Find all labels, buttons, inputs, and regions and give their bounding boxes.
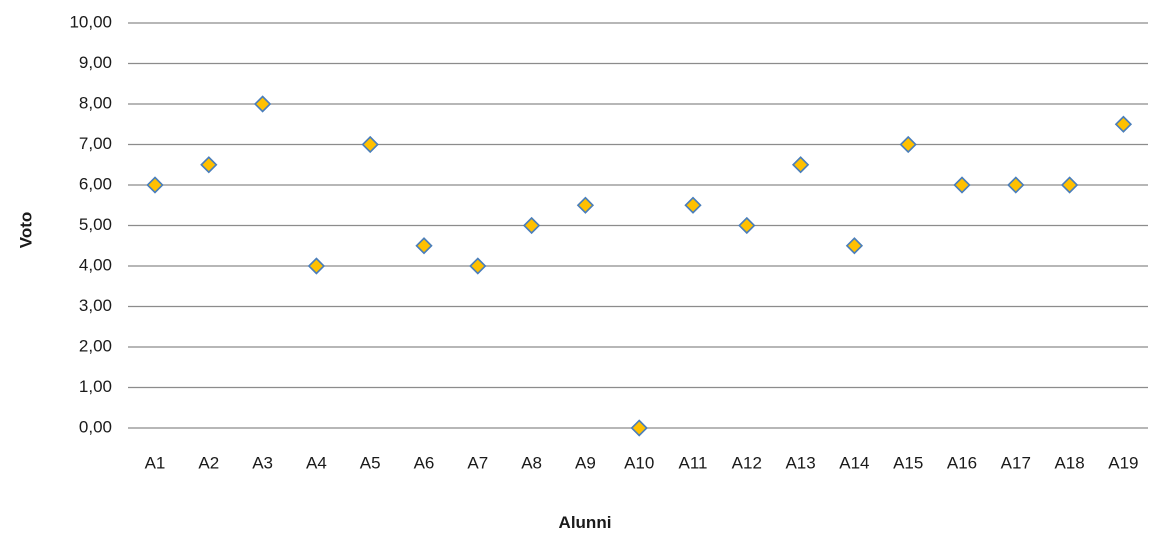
y-tick-label: 7,00: [79, 134, 112, 153]
y-tick-label: 1,00: [79, 377, 112, 396]
y-tick-label: 9,00: [79, 53, 112, 72]
x-tick-label: A13: [785, 453, 815, 472]
data-point-marker: [791, 156, 810, 174]
data-point-marker: [576, 196, 595, 214]
x-tick-label: A8: [521, 453, 542, 472]
data-point-marker: [146, 176, 164, 194]
data-point-marker: [899, 135, 917, 154]
y-tick-label: 0,00: [79, 417, 112, 436]
y-tick-label: 5,00: [79, 215, 112, 234]
x-axis-title: Alunni: [559, 513, 612, 532]
x-tick-label: A4: [306, 453, 327, 472]
y-tick-label: 10,00: [69, 12, 112, 31]
data-point-marker: [522, 216, 541, 235]
data-point-marker: [953, 176, 971, 194]
x-tick-label: A11: [679, 453, 708, 472]
data-point-marker: [361, 135, 379, 154]
x-tick-label: A18: [1054, 453, 1084, 472]
x-tick-label: A5: [360, 453, 381, 472]
x-tick-label: A2: [198, 453, 219, 472]
data-points: [146, 95, 1133, 437]
data-point-marker: [738, 216, 756, 235]
data-point-marker: [200, 156, 218, 174]
x-tick-label: A19: [1108, 453, 1138, 472]
data-point-marker: [1114, 115, 1133, 133]
data-point-marker: [1060, 176, 1079, 194]
y-axis-title: Voto: [16, 212, 35, 249]
x-tick-label: A17: [1001, 453, 1031, 472]
data-point-marker: [415, 237, 433, 255]
x-tick-labels: A1 A2 A3 A4 A5 A6 A7 A8 A9 A10 A11 A12 A13 A14 A15 A16 A…: [145, 453, 1139, 472]
y-tick-label: 4,00: [79, 255, 112, 274]
x-tick-label: A1: [145, 453, 166, 472]
y-tick-label: 2,00: [79, 336, 112, 355]
data-point-marker: [684, 196, 702, 214]
y-tick-label: 6,00: [79, 174, 112, 193]
x-tick-label: A6: [414, 453, 435, 472]
data-point-marker: [1007, 176, 1025, 194]
data-point-marker: [630, 419, 648, 437]
x-tick-label: A9: [575, 453, 596, 472]
x-tick-label: A15: [893, 453, 923, 472]
x-tick-label: A14: [839, 453, 869, 472]
y-tick-label: 8,00: [79, 93, 112, 112]
data-point-marker: [845, 237, 864, 255]
x-tick-label: A3: [252, 453, 273, 472]
x-tick-label: A12: [732, 453, 762, 472]
x-tick-label: A16: [947, 453, 977, 472]
data-point-marker: [307, 257, 326, 275]
x-tick-label: A7: [467, 453, 488, 472]
x-tick-label: A10: [624, 453, 654, 472]
y-tick-labels: 0,00 1,00 2,00 3,00 4,00 5,00 6,00 7,00 8,00 9,00…: [69, 12, 112, 436]
y-tick-label: 3,00: [79, 296, 112, 315]
grid-layer: [128, 22, 1148, 429]
data-point-marker: [253, 95, 272, 113]
data-point-marker: [469, 257, 487, 275]
